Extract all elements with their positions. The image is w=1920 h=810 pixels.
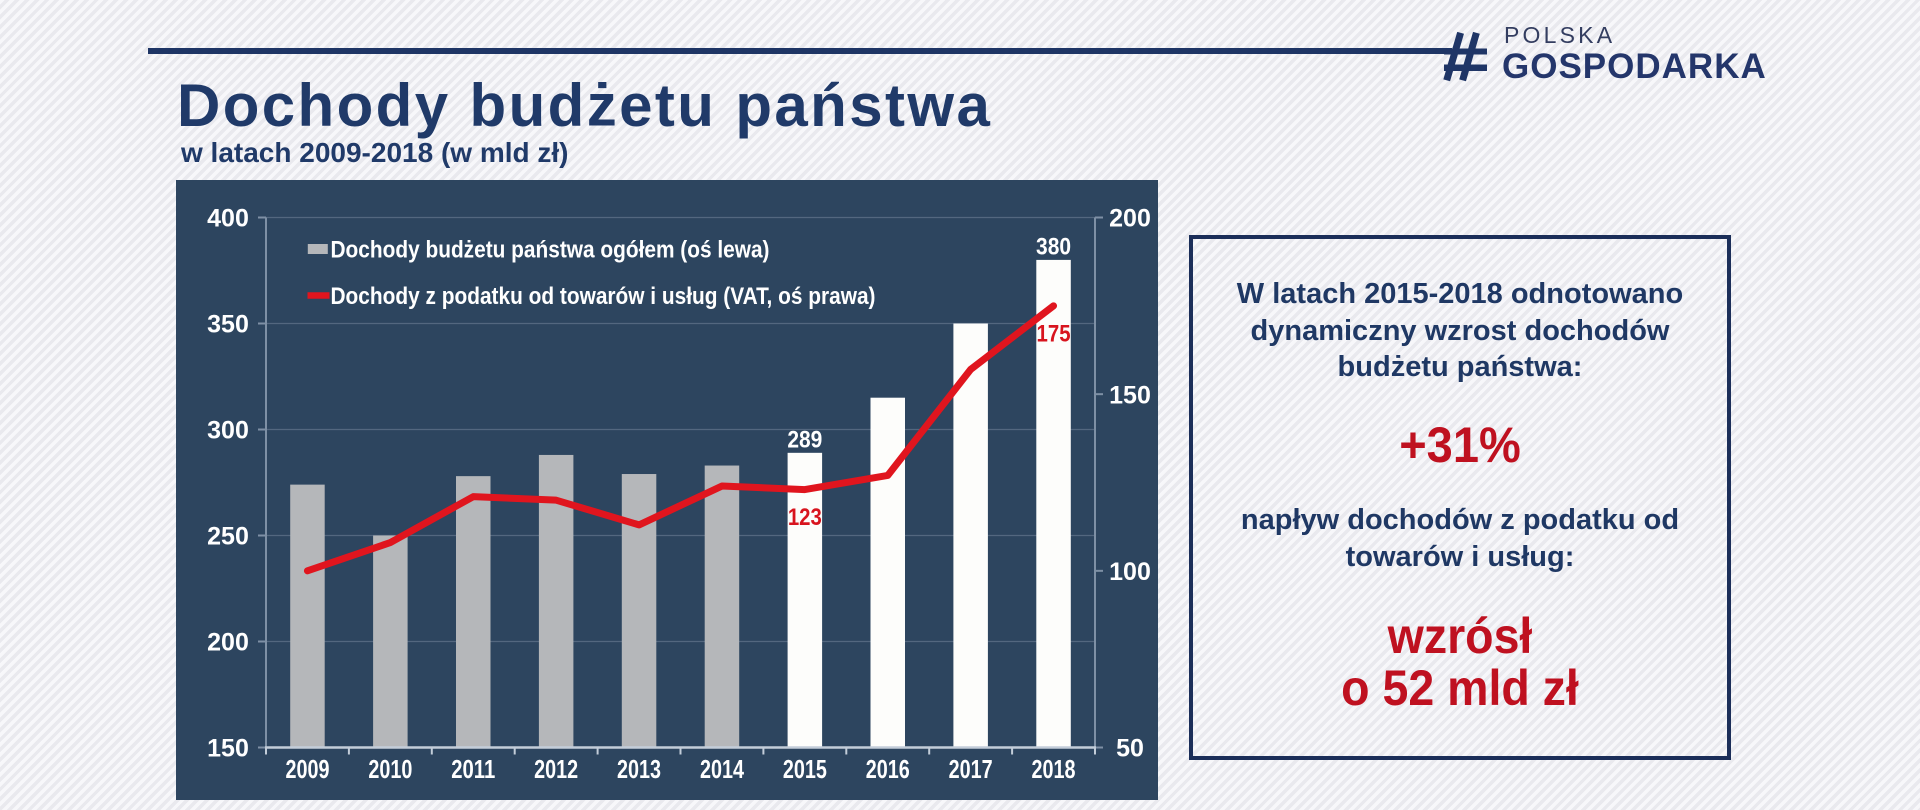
- bar-2018: [1036, 259, 1071, 748]
- right-axis-label-50: 50: [1116, 735, 1144, 763]
- x-label-2010: 2010: [368, 754, 412, 784]
- x-label-2015: 2015: [783, 754, 827, 784]
- x-label-2011: 2011: [451, 754, 495, 784]
- bar-label-2015: 289: [787, 426, 822, 453]
- bar-2014: [704, 465, 740, 748]
- right-axis-label-150: 150: [1109, 381, 1151, 409]
- bar-label-2018: 380: [1036, 233, 1071, 260]
- box-value-percent: +31%: [1399, 417, 1521, 473]
- bar-2011: [456, 476, 491, 748]
- page-title: Dochody budżetu państwa: [177, 72, 993, 139]
- legend-label-bars: Dochody budżetu państwa ogółem (oś lewa): [331, 237, 770, 264]
- left-axis-label-400: 400: [207, 205, 249, 233]
- left-axis-label-250: 250: [207, 523, 249, 551]
- left-axis-label-150: 150: [207, 735, 249, 763]
- left-axis-label-300: 300: [207, 417, 249, 445]
- box-paragraph-2: napływ dochodów z podatku od towarów i u…: [1240, 504, 1680, 573]
- box-paragraph-1: W latach 2015-2018 odnotowano dynamiczny…: [1236, 278, 1684, 384]
- left-axis-label-200: 200: [207, 629, 249, 657]
- bar-2015: [787, 452, 823, 748]
- hashtag-icon: [1443, 31, 1487, 82]
- vat-line: [303, 302, 1058, 575]
- x-label-2016: 2016: [866, 754, 910, 784]
- line-label-2015: 123: [788, 504, 822, 531]
- brand-line1: POLSKA: [1504, 21, 1616, 48]
- x-label-2017: 2017: [949, 754, 993, 784]
- x-label-2014: 2014: [700, 754, 744, 784]
- x-label-2013: 2013: [617, 754, 661, 784]
- header-rule: [148, 48, 1452, 54]
- line-label-2018: 175: [1037, 320, 1071, 347]
- x-label-2012: 2012: [534, 754, 578, 784]
- bar-2016: [870, 397, 905, 748]
- bar-2017: [953, 323, 988, 748]
- left-axis-label-350: 350: [207, 311, 249, 339]
- x-label-2018: 2018: [1032, 754, 1076, 784]
- legend-swatch-bars: [307, 244, 328, 254]
- x-label-2009: 2009: [285, 754, 329, 784]
- chart-panel: 400 350 300 250 200 150 200 150 100 50 2009 2010 201…: [176, 180, 1158, 800]
- bar-2010: [373, 535, 408, 748]
- box-value-growth: wzrósł o 52 mld zł: [1341, 608, 1579, 716]
- budget-chart: 400 350 300 250 200 150 200 150 100 50 2009 2010 201…: [207, 205, 1151, 784]
- bar-2009: [290, 484, 325, 748]
- right-axis-label-200: 200: [1109, 205, 1151, 233]
- bar-2013: [621, 474, 657, 748]
- highlight-box: W latach 2015-2018 odnotowano dynamiczny…: [1189, 235, 1731, 760]
- page-subtitle: w latach 2009-2018 (w mld zł): [181, 137, 569, 168]
- right-axis-label-100: 100: [1109, 558, 1151, 586]
- legend-label-line: Dochody z podatku od towarów i usług (VA…: [331, 283, 876, 310]
- brand-line2: GOSPODARKA: [1502, 46, 1767, 86]
